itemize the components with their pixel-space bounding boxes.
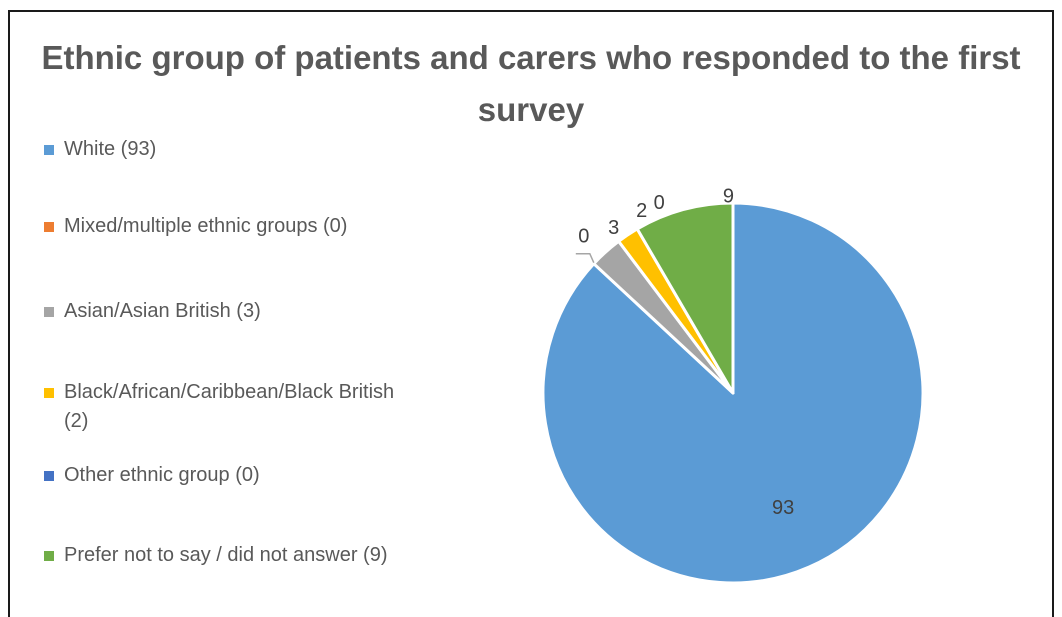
legend-swatch-prefer-not [44, 551, 54, 561]
chart-title: Ethnic group of patients and carers who … [41, 39, 1021, 128]
pie-slice-prefer-not [635, 201, 735, 395]
legend-label-black: Black/African/Caribbean/Black British (2… [64, 381, 395, 432]
legend-swatch-other [44, 471, 54, 481]
legend-label-prefer-not: Prefer not to say / did not answer (9) [64, 544, 388, 566]
legend-label-mixed: Mixed/multiple ethnic groups (0) [64, 215, 348, 237]
data-label-white: 93 [772, 497, 794, 519]
legend-swatch-mixed [44, 222, 54, 232]
data-label-black: 2 [636, 200, 647, 222]
legend-label-other: Other ethnic group (0) [64, 464, 260, 486]
data-label-asian: 3 [608, 217, 619, 239]
legend-swatch-white [44, 145, 54, 155]
legend-label-white: White (93) [64, 138, 157, 160]
legend-swatch-black [44, 388, 54, 398]
data-label-mixed: 0 [578, 226, 589, 248]
data-label-other: 0 [654, 192, 665, 214]
legend-swatch-asian [44, 307, 54, 317]
legend-label-asian: Asian/Asian British (3) [64, 300, 261, 322]
data-label-prefer-not: 9 [723, 186, 734, 208]
leader-line-mixed [575, 252, 595, 264]
